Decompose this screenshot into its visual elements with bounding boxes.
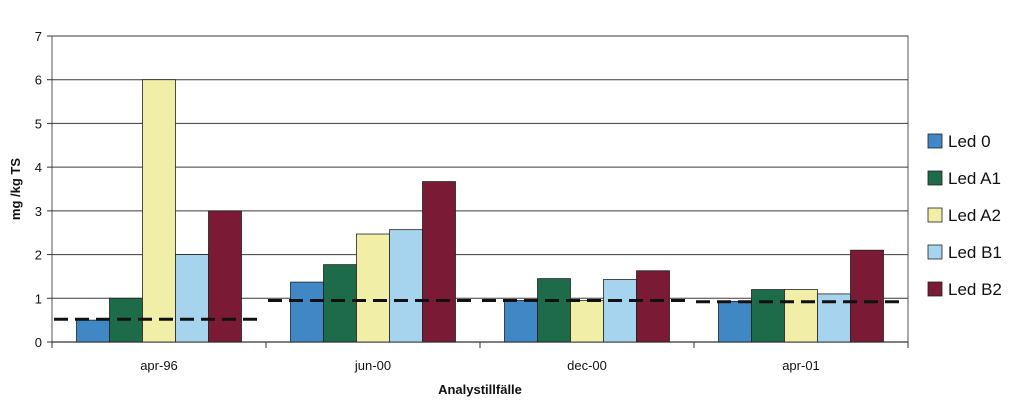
bar: [76, 319, 110, 343]
y-axis-title: mg /kg TS: [8, 158, 23, 220]
x-axis-title: Analystillfälle: [438, 382, 522, 397]
bar: [389, 229, 423, 343]
y-tick-label: 4: [35, 160, 42, 175]
bar: [504, 300, 538, 343]
bar: [323, 264, 357, 343]
legend-swatch: [927, 244, 943, 260]
bar: [290, 281, 324, 343]
bar: [718, 300, 752, 343]
bar: [570, 300, 604, 343]
legend-label: Led 0: [948, 132, 991, 151]
y-tick-label: 0: [35, 335, 42, 350]
y-tick-label: 3: [35, 204, 42, 219]
legend-swatch: [927, 207, 943, 223]
bar: [356, 233, 390, 343]
bar: [784, 289, 818, 343]
legend-swatch: [927, 170, 943, 186]
legend-label: Led B2: [948, 280, 1002, 299]
legend-swatch: [927, 133, 943, 149]
x-tick-label: apr-01: [782, 358, 820, 373]
bar: [537, 278, 571, 343]
bar: [850, 249, 884, 343]
x-tick-label: apr-96: [140, 358, 178, 373]
bar: [751, 289, 785, 343]
bar: [142, 79, 176, 343]
x-tick-label: dec-00: [567, 358, 607, 373]
legend-label: Led A1: [948, 169, 1001, 188]
bar: [175, 254, 209, 343]
legend-label: Led B1: [948, 243, 1002, 262]
y-tick-label: 2: [35, 248, 42, 263]
legend-swatch: [927, 281, 943, 297]
y-tick-label: 5: [35, 116, 42, 131]
bar: [208, 210, 242, 343]
x-tick-label: jun-00: [354, 358, 391, 373]
bar: [636, 270, 670, 343]
y-tick-label: 1: [35, 291, 42, 306]
bar: [603, 279, 637, 343]
y-tick-label: 6: [35, 73, 42, 88]
y-tick-label: 7: [35, 29, 42, 44]
legend-label: Led A2: [948, 206, 1001, 225]
bar: [422, 181, 456, 343]
